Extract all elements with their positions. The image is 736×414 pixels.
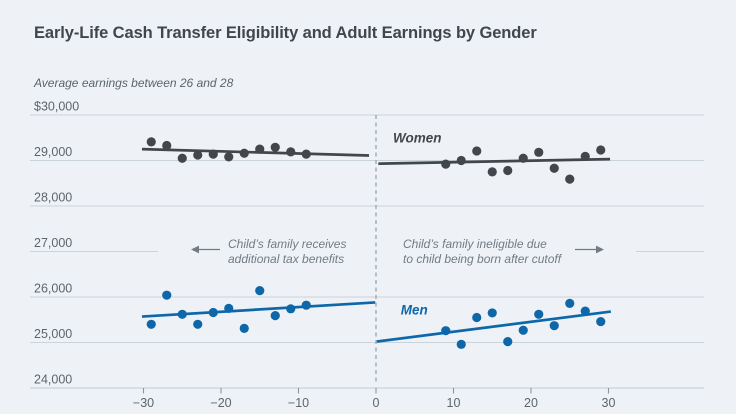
x-tick-label-30: 30 [602,396,616,410]
y-tick-label-30000: $30,000 [34,100,79,114]
y-tick-label-26000: 26,000 [34,282,72,296]
women-data-point [487,167,497,177]
men-data-point [146,319,156,329]
x-tick-label--20: −20 [210,396,231,410]
annotation-arrow-right-head [596,245,604,254]
men-data-point [255,286,265,296]
women-data-point [208,149,218,159]
men-data-point [565,298,575,308]
men-series-label: Men [401,302,428,317]
y-tick-label-24000: 24,000 [34,373,72,387]
men-data-point [270,311,280,321]
x-tick-label-20: 20 [524,396,538,410]
women-data-point [503,165,513,176]
y-tick-label-25000: 25,000 [34,327,72,341]
women-data-point [534,147,544,157]
annotation-right-line-2: to child being born after cutoff [403,252,563,266]
annotation-left-line-1: Child’s family receives [228,237,346,251]
y-axis-unit-label: Average earnings between 26 and 28 [34,76,234,90]
women-series-label: Women [393,130,442,145]
men-data-point [239,323,249,333]
men-data-point [177,309,187,319]
women-data-point [441,159,451,169]
women-data-point [239,148,249,158]
women-trend-line-left [141,147,370,157]
men-data-point [286,304,296,314]
annotation-left-line-2: additional tax benefits [228,252,344,266]
men-data-point [193,319,203,329]
women-data-point [549,163,559,173]
women-data-point [255,144,265,154]
men-data-point [534,309,544,319]
men-data-point [456,339,466,349]
women-trend-line-right [378,157,611,166]
x-tick-label-10: 10 [447,396,461,410]
men-data-point [580,306,590,316]
x-tick-label-0: 0 [373,396,380,410]
women-data-point [472,146,482,156]
women-data-point [301,149,311,159]
women-data-point [580,151,590,162]
men-data-point [208,307,218,318]
women-data-point [193,150,203,160]
women-data-point [565,174,575,184]
women-data-point [456,155,466,166]
men-data-point [503,336,513,347]
annotation-right-line-1: Child’s family ineligible due [403,237,547,251]
men-data-point [162,290,172,300]
women-data-point [270,142,280,152]
men-data-point [518,325,528,335]
women-data-point [162,140,172,151]
women-data-point [224,152,234,162]
women-data-point [518,153,528,163]
women-data-point [177,153,187,163]
women-data-point [596,145,606,155]
men-data-point [487,308,497,318]
chart-title: Early-Life Cash Transfer Eligibility and… [34,24,537,42]
men-data-point [301,300,311,310]
y-tick-label-27000: 27,000 [34,236,72,250]
men-data-point [472,312,482,323]
men-data-point [549,321,559,331]
women-data-point [146,137,156,147]
annotation-arrow-left-head [191,245,199,254]
x-tick-label--10: −10 [288,396,309,410]
x-tick-label--30: −30 [133,396,154,410]
men-trend-line-right [376,310,611,343]
men-data-point [224,303,234,313]
men-data-point [596,316,606,327]
women-data-point [286,147,296,157]
y-tick-label-28000: 28,000 [34,191,72,205]
men-trend-line-left [141,301,376,318]
men-data-point [441,326,451,336]
y-tick-label-29000: 29,000 [34,145,72,159]
